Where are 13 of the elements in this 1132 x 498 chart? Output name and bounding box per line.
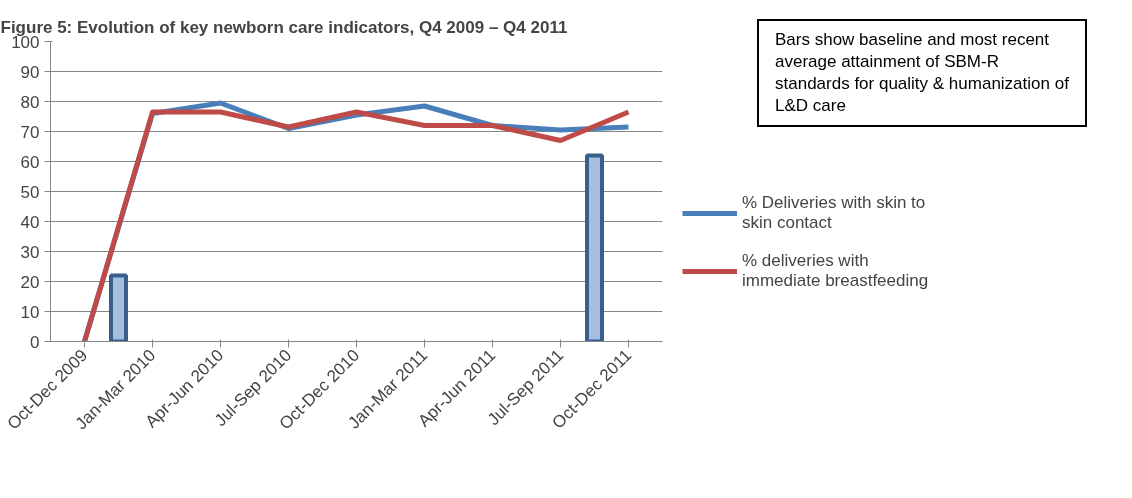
y-tick-label: 30 xyxy=(20,242,40,262)
y-tick-label: 70 xyxy=(20,122,40,142)
legend-label: % Deliveries with skin to skin contact xyxy=(742,193,926,233)
y-tick-label: 20 xyxy=(20,272,40,292)
y-tick-label: 90 xyxy=(20,62,40,82)
y-tick-label: 0 xyxy=(30,332,40,352)
y-tick-label: 10 xyxy=(20,302,40,322)
y-tick-label: 80 xyxy=(20,92,40,112)
y-tick-label: 60 xyxy=(20,152,40,172)
y-tick-label: 50 xyxy=(20,182,40,202)
y-tick-label: 40 xyxy=(20,212,40,232)
legend-label: % deliveries with immediate breastfeeding xyxy=(742,251,929,291)
text: Bars show baseline and most recent average attainment of SBM-R standards for quality & humanization of L&D care xyxy=(757,19,1087,128)
